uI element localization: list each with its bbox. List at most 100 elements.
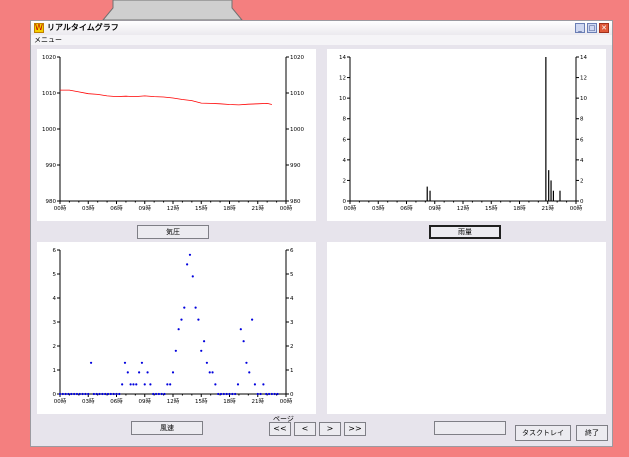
x-tick-label: 21時: [252, 204, 265, 212]
wind-point: [267, 392, 271, 396]
y-tick-label-left: 2: [53, 344, 57, 350]
maximize-icon[interactable]: □: [587, 23, 597, 33]
wind-point: [234, 392, 237, 396]
wind-point: [186, 263, 189, 266]
y-tick-label-left: 12: [339, 76, 346, 82]
menu-bar: メニュー: [31, 35, 612, 45]
wind-point: [81, 392, 84, 396]
wind-point: [126, 371, 129, 374]
minimize-icon[interactable]: _: [575, 23, 585, 33]
pager-first-button[interactable]: <<: [269, 422, 291, 436]
wind-point: [106, 392, 110, 396]
wind-point: [208, 371, 211, 374]
wind-point: [157, 392, 160, 396]
wind-button[interactable]: 風速: [131, 421, 203, 435]
wind-point: [183, 306, 186, 309]
wind-chart-panel: 0 0 1 1 2 2 3 3 4 4 5 5 6 6 00時 03時 06時 09時 12時 15時 18時 21時 00…: [37, 242, 316, 414]
pager-prev-button[interactable]: <: [294, 422, 316, 436]
wind-point: [242, 340, 245, 343]
x-tick-label: 21時: [542, 204, 555, 212]
window-title: リアルタイムグラフ: [47, 23, 119, 32]
wind-point: [115, 392, 118, 396]
wind-point: [129, 383, 132, 386]
y-tick-label-left: 0: [343, 199, 347, 205]
menu-item-main[interactable]: メニュー: [34, 36, 62, 44]
y-tick-label-left: 1: [53, 368, 57, 374]
wind-point: [245, 361, 248, 364]
wind-point: [140, 361, 144, 364]
y-tick-label-right: 12: [580, 76, 587, 82]
title-bar[interactable]: W リアルタイムグラフ _ □ ✕: [31, 21, 612, 35]
wind-point: [188, 253, 192, 256]
pager-group: << < > >>: [267, 422, 373, 438]
close-icon[interactable]: ✕: [599, 23, 609, 33]
pager-last-button[interactable]: >>: [344, 422, 366, 436]
wind-point: [87, 392, 90, 396]
x-tick-label: 00時: [344, 204, 357, 212]
wind-point: [253, 383, 257, 386]
wind-point: [146, 371, 149, 374]
rain-bar: [552, 190, 554, 201]
wind-point: [273, 392, 276, 396]
y-tick-label-right: 10: [580, 96, 587, 102]
x-tick-label: 06時: [110, 204, 123, 212]
wind-point: [101, 392, 104, 396]
wind-point: [95, 392, 98, 396]
wind-point: [92, 392, 95, 396]
wind-point: [123, 361, 127, 364]
wind-point: [200, 349, 203, 352]
exit-button[interactable]: 終了: [576, 425, 608, 441]
y-tick-label-right: 980: [290, 199, 301, 205]
empty-panel-button[interactable]: [434, 421, 506, 435]
wind-point: [256, 392, 259, 396]
pressure-chart-panel: 980 980 990 990 1000 1000 1010 1010 1020 1020 00時 0…: [37, 49, 316, 221]
y-tick-label-right: 1020: [290, 55, 304, 61]
y-tick-label-right: 4: [580, 158, 584, 164]
wind-point: [236, 383, 240, 386]
wind-point: [217, 392, 220, 396]
x-tick-label: 00時: [280, 204, 293, 212]
y-tick-label-left: 2: [343, 178, 347, 184]
wind-point: [276, 392, 279, 396]
y-tick-label-right: 1010: [290, 91, 304, 97]
y-tick-label-right: 1000: [290, 127, 304, 133]
wind-point: [225, 392, 228, 396]
x-tick-label: 18時: [223, 397, 236, 405]
wind-point: [104, 392, 107, 396]
wind-point: [135, 383, 138, 386]
y-tick-label-left: 990: [46, 163, 57, 169]
x-tick-label: 15時: [195, 397, 208, 405]
rain-button[interactable]: 雨量: [429, 225, 501, 239]
wind-point: [152, 392, 155, 396]
y-tick-label-right: 2: [290, 344, 294, 350]
y-tick-label-left: 1020: [42, 55, 56, 61]
y-tick-label-right: 4: [290, 296, 294, 302]
wind-point: [251, 318, 254, 321]
y-tick-label-left: 14: [339, 55, 346, 61]
wind-point: [191, 275, 194, 278]
pager-next-button[interactable]: >: [319, 422, 341, 436]
y-tick-label-left: 6: [343, 137, 347, 143]
x-tick-label: 00時: [280, 397, 293, 405]
empty-chart-panel: [327, 242, 606, 414]
rain-bar: [548, 170, 550, 201]
y-tick-label-right: 6: [290, 248, 294, 254]
pager-label: ページ: [273, 415, 294, 423]
wind-point: [58, 392, 62, 396]
rain-bar: [426, 186, 428, 201]
task-tray-button[interactable]: タスクトレイ: [515, 425, 571, 441]
y-tick-label-left: 6: [53, 248, 57, 254]
y-tick-label-left: 4: [343, 158, 347, 164]
x-tick-label: 03時: [82, 397, 95, 405]
x-tick-label: 12時: [167, 204, 180, 212]
y-tick-label-right: 8: [580, 117, 584, 123]
y-tick-label-right: 5: [290, 272, 294, 278]
y-tick-label-right: 14: [580, 55, 587, 61]
pressure-button[interactable]: 気圧: [137, 225, 209, 239]
wind-point: [270, 392, 273, 396]
x-tick-label: 06時: [110, 397, 123, 405]
x-tick-label: 21時: [252, 397, 265, 405]
wind-point: [138, 371, 141, 374]
wind-point: [112, 392, 115, 396]
y-tick-label-right: 2: [580, 178, 584, 184]
